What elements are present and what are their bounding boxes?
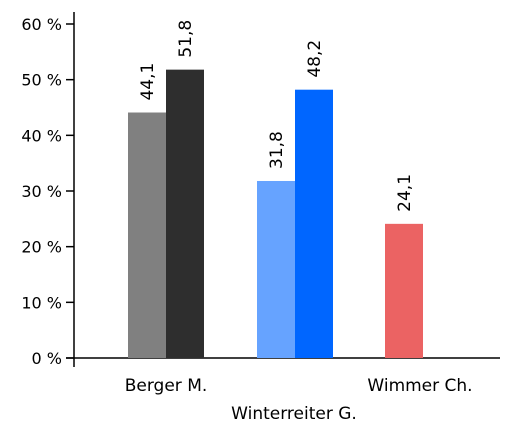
category-label: Winterreiter G. xyxy=(231,404,357,424)
bar-48-2 xyxy=(295,90,333,358)
y-tick-label: 20 % xyxy=(21,238,62,257)
data-label: 24,1 xyxy=(395,174,415,212)
data-label: 44,1 xyxy=(138,63,158,101)
y-tick-label: 40 % xyxy=(21,126,62,145)
data-label: 51,8 xyxy=(176,20,196,58)
y-tick-label: 50 % xyxy=(21,71,62,90)
y-tick-label: 0 % xyxy=(32,349,62,368)
y-tick-label: 60 % xyxy=(21,15,62,34)
category-label: Wimmer Ch. xyxy=(367,376,472,396)
category-label: Berger M. xyxy=(125,376,208,396)
data-label: 48,2 xyxy=(305,40,325,78)
y-tick-label: 30 % xyxy=(21,182,62,201)
data-label: 31,8 xyxy=(267,131,287,169)
bar-51-8 xyxy=(166,70,204,358)
bars xyxy=(128,70,423,358)
bar-31-8 xyxy=(257,181,295,358)
bar-24-1 xyxy=(385,224,423,358)
bar-44-1 xyxy=(128,113,166,358)
y-tick-label: 10 % xyxy=(21,293,62,312)
